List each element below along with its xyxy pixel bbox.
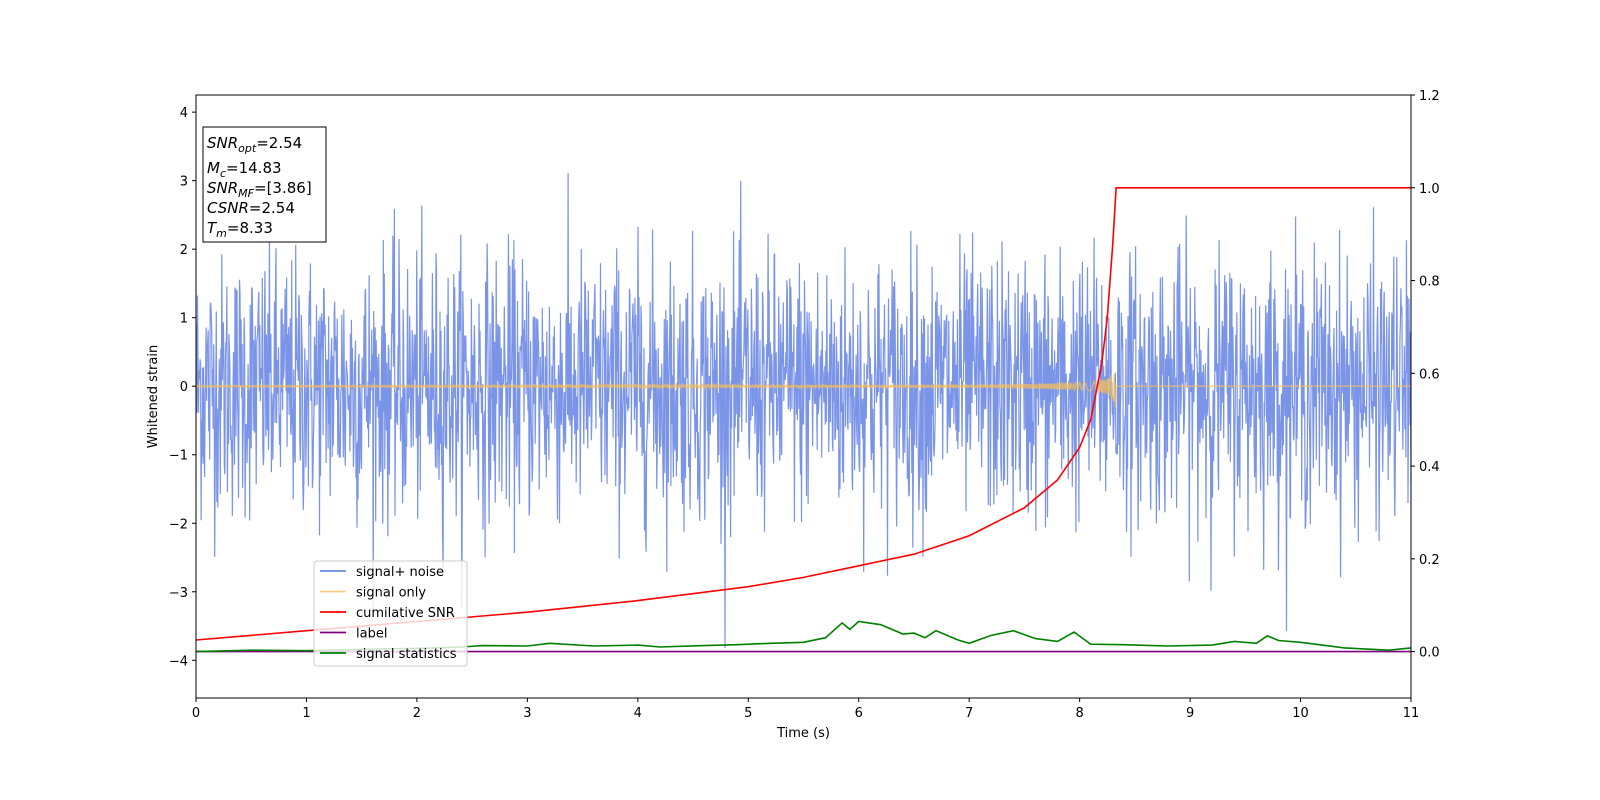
- info-value: =2.54: [256, 134, 302, 152]
- x-tick-label: 9: [1186, 706, 1194, 721]
- legend-frame: [313, 560, 468, 667]
- y-axis-right: 0.0 0.2 0.4 0.6 0.8 1.0 1.2: [1411, 89, 1440, 661]
- y-right-tick-label: 1.2: [1419, 89, 1440, 104]
- info-line: Mc=14.83: [207, 159, 282, 180]
- x-tick-label: 4: [634, 706, 642, 721]
- info-var: CSNR: [207, 199, 249, 217]
- x-tick-label: 1: [302, 706, 310, 721]
- y-left-tick-label: −1: [169, 449, 188, 464]
- info-value: =8.33: [227, 219, 273, 237]
- info-sub: opt: [238, 142, 257, 155]
- y-right-tick-label: 0.0: [1419, 646, 1440, 661]
- y-left-tick-label: −3: [169, 586, 188, 601]
- x-tick-label: 8: [1075, 706, 1083, 721]
- series-signal-noise: [196, 172, 1411, 649]
- y-left-tick-label: 2: [180, 243, 188, 258]
- y-right-tick-label: 0.8: [1419, 275, 1440, 290]
- y-left-tick-label: −4: [169, 654, 188, 669]
- y-right-tick-label: 0.2: [1419, 553, 1440, 568]
- info-line: Tm=8.33: [207, 219, 273, 240]
- legend-entry: cumilative SNR: [356, 606, 455, 621]
- info-line: CSNR=2.54: [207, 199, 295, 217]
- x-axis-label: Time (s): [776, 726, 830, 741]
- y-axis-label: Whitened strain: [146, 345, 161, 448]
- info-line: SNRopt=2.54: [207, 134, 302, 155]
- y-left-tick-label: 4: [180, 106, 188, 121]
- legend-entry: signal only: [356, 586, 426, 601]
- info-value: =2.54: [249, 199, 295, 217]
- series-signal-only: [196, 374, 1411, 407]
- x-tick-label: 6: [855, 706, 863, 721]
- y-left-tick-label: 3: [180, 175, 188, 190]
- info-sub: m: [216, 227, 227, 240]
- legend-entry: label: [356, 627, 387, 642]
- x-axis: 0 1 2 3 4 5 6 7 8 9 10 11: [192, 698, 1419, 721]
- x-tick-label: 7: [965, 706, 973, 721]
- y-right-tick-label: 1.0: [1419, 182, 1440, 197]
- x-tick-label: 11: [1403, 706, 1420, 721]
- y-right-tick-label: 0.4: [1419, 460, 1440, 475]
- plot-frame: [195, 94, 1412, 699]
- y-right-tick-label: 0.6: [1419, 367, 1440, 382]
- series-cumulative-snr: [196, 187, 1411, 641]
- x-tick-label: 5: [744, 706, 752, 721]
- y-left-tick-label: −2: [169, 517, 188, 532]
- legend: signal+ noise signal only cumilative SNR la…: [313, 560, 468, 667]
- info-var: SNR: [207, 134, 238, 152]
- legend-entry: signal+ noise: [356, 565, 444, 580]
- series-signal-statistics: [196, 620, 1411, 653]
- legend-entry: signal statistics: [356, 647, 457, 662]
- info-var: M: [207, 159, 220, 177]
- y-left-tick-label: 1: [180, 312, 188, 327]
- info-sub: MF: [238, 187, 254, 200]
- info-var: T: [207, 219, 218, 237]
- x-tick-label: 10: [1292, 706, 1309, 721]
- x-tick-label: 3: [523, 706, 531, 721]
- info-var: SNR: [207, 179, 238, 197]
- info-box-frame: [202, 126, 327, 243]
- info-line: SNRMF=[3.86]: [207, 179, 312, 200]
- info-annotation-box: SNRopt=2.54Mc=14.83SNRMF=[3.86]CSNR=2.54…: [202, 126, 327, 243]
- x-tick-label: 0: [192, 706, 200, 721]
- y-axis-left: −4 −3 −2 −1 0 1 2 3 4: [169, 106, 196, 669]
- y-left-tick-label: 0: [180, 380, 188, 395]
- x-tick-label: 2: [413, 706, 421, 721]
- info-value: =[3.86]: [254, 179, 312, 197]
- info-sub: c: [220, 167, 226, 180]
- info-value: =14.83: [226, 159, 282, 177]
